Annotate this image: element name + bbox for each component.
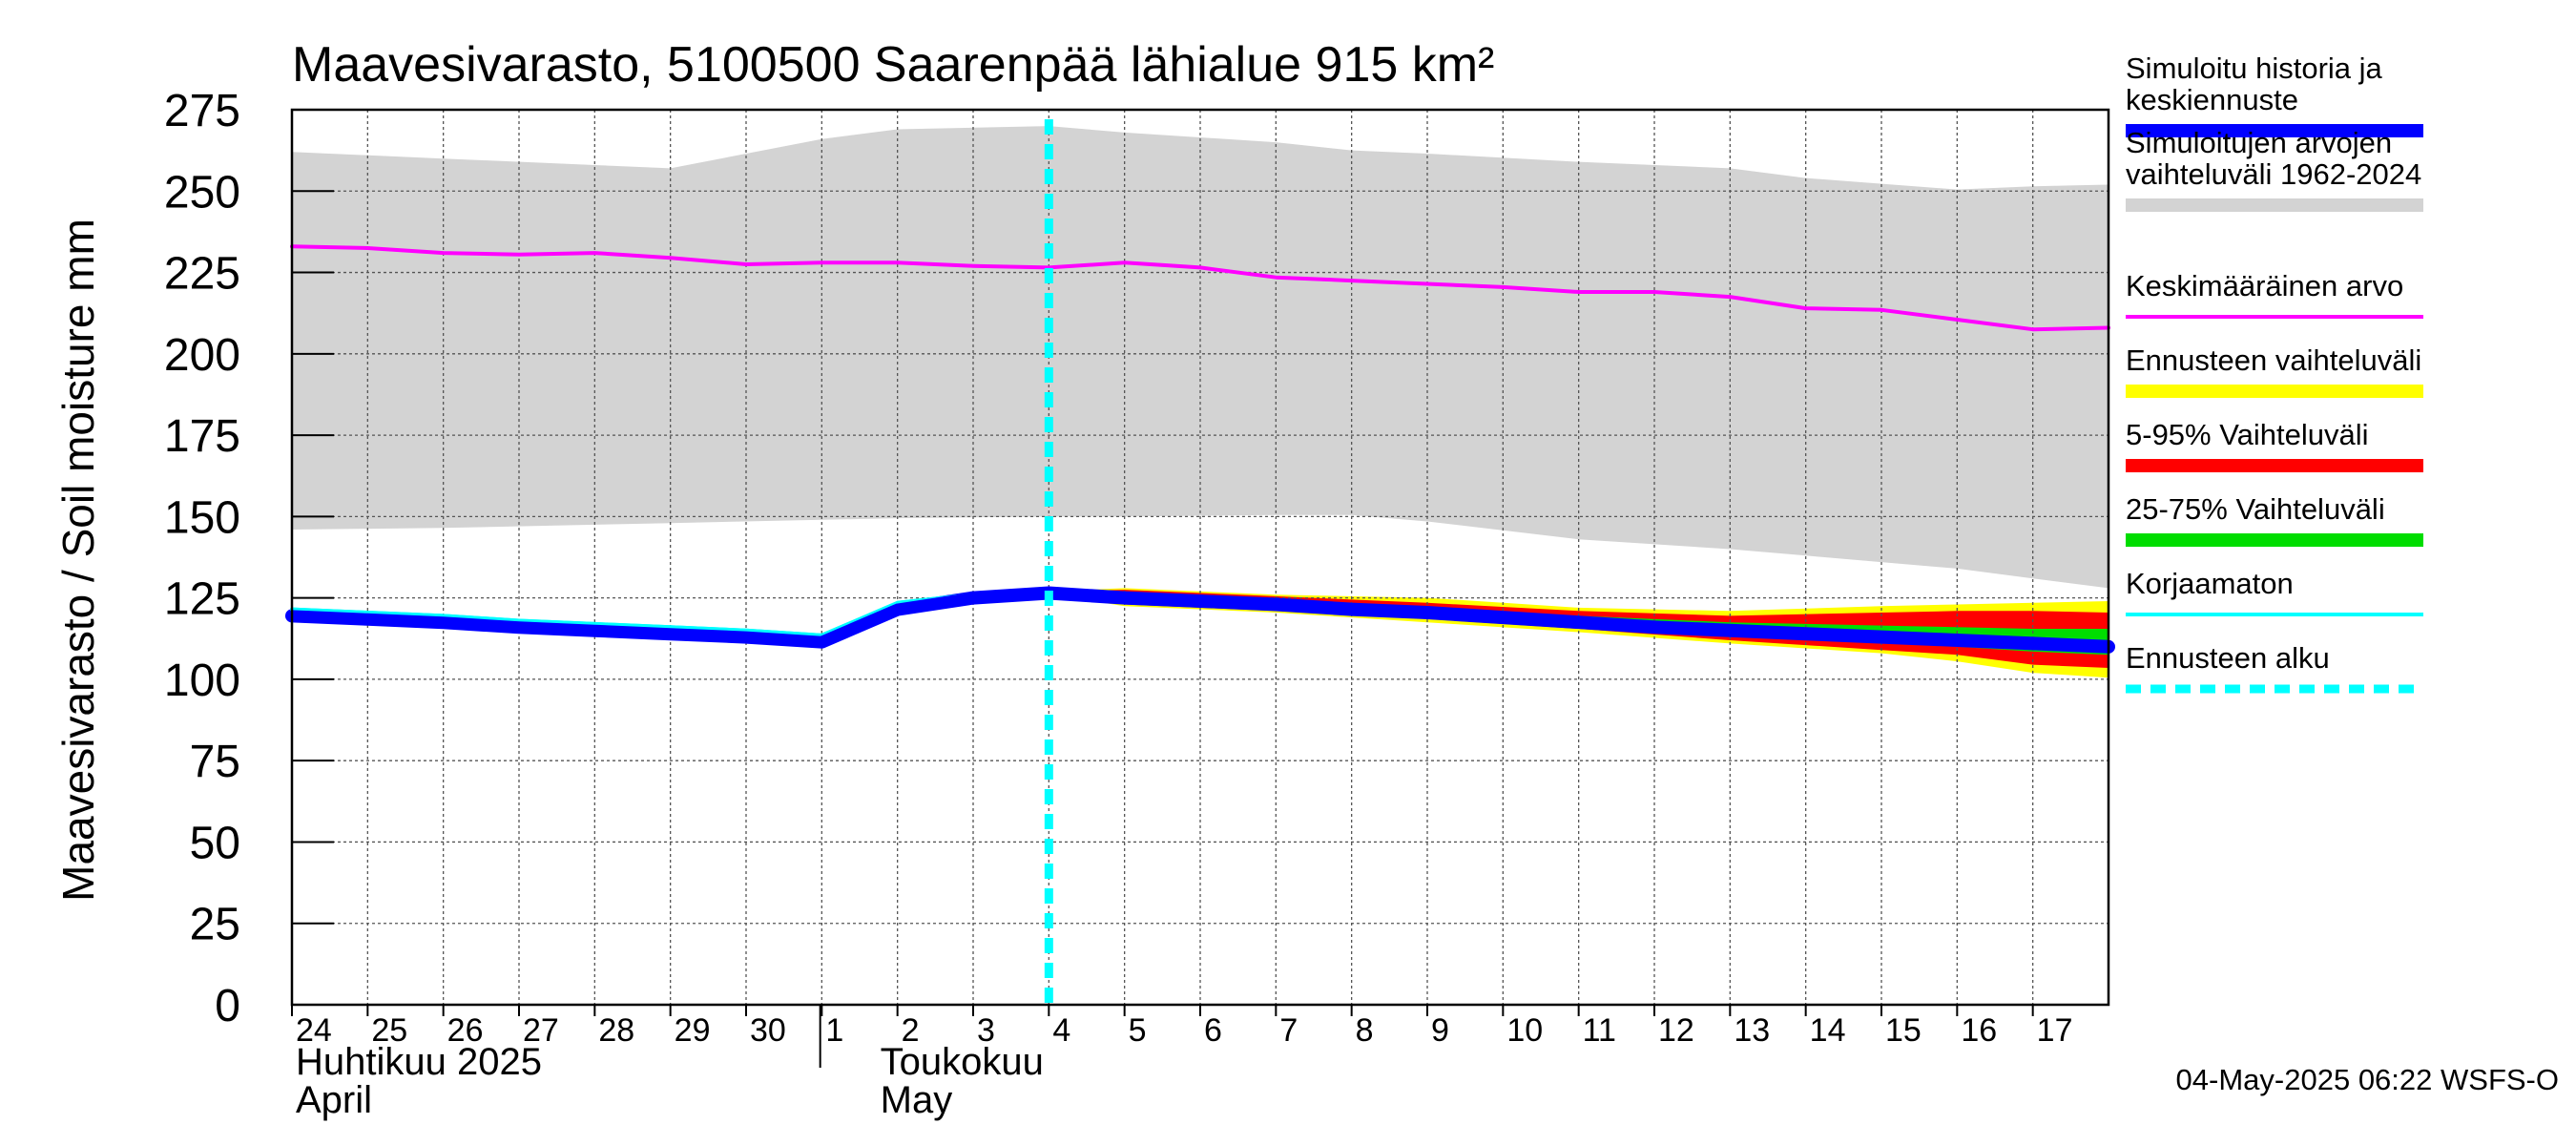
x-tick-label: 6 [1204, 1012, 1222, 1049]
series-line-ff00ff [290, 244, 2110, 332]
series-lines [285, 119, 2115, 1005]
x-tick-label: 25 [371, 1012, 407, 1049]
y-tick-labels: 0 25 50 75 100 125 150 175 200 225 250 275 [164, 86, 240, 1031]
median-line-top [291, 587, 2109, 653]
month-label: Toukokuu [881, 1041, 1044, 1083]
x-tick-label: 28 [598, 1012, 634, 1049]
x-tick-label: 16 [1961, 1012, 1997, 1049]
y-tick-label: 225 [164, 249, 240, 300]
x-tick-label: 30 [750, 1012, 786, 1049]
x-tick-label: 13 [1734, 1012, 1770, 1049]
chart-title: Maavesivarasto, 5100500 Saarenpää lähial… [292, 37, 1494, 93]
x-tick-label: 27 [523, 1012, 559, 1049]
legend-label: Ennusteen alku [2126, 641, 2330, 675]
x-tick-label: 14 [1810, 1012, 1846, 1049]
y-tick-label: 125 [164, 574, 240, 625]
x-tick-label: 11 [1583, 1012, 1616, 1049]
legend-label: Simuloitujen arvojen [2126, 126, 2392, 159]
x-tick-label: 5 [1129, 1012, 1147, 1049]
legend-label: Keskimääräinen arvo [2126, 269, 2403, 302]
footer-timestamp: 04-May-2025 06:22 WSFS-O [2176, 1063, 2559, 1096]
y-tick-label: 100 [164, 656, 240, 706]
y-axis-label: Maavesivarasto / Soil moisture mm [53, 219, 103, 902]
legend-label: keskiennuste [2126, 83, 2298, 116]
y-tick-label: 150 [164, 492, 240, 543]
y-tick-label: 250 [164, 167, 240, 218]
plot-frame [290, 108, 2110, 1068]
x-tick-label: 26 [447, 1012, 484, 1049]
y-tick-label: 175 [164, 411, 240, 462]
x-tick-label: 17 [2037, 1012, 2073, 1049]
x-tick-label: 15 [1885, 1012, 1922, 1049]
y-tick-label: 25 [190, 900, 240, 950]
x-tick-label: 10 [1506, 1012, 1543, 1049]
legend-label: vaihteluväli 1962-2024 [2126, 157, 2421, 191]
legend-label: 25-75% Vaihteluväli [2126, 492, 2385, 526]
y-tick-label: 200 [164, 330, 240, 381]
grid-lines [292, 110, 2109, 1005]
y-tick-label: 75 [190, 737, 240, 787]
plot-area [285, 108, 2115, 1068]
x-tick-label: 3 [977, 1012, 995, 1049]
x-tick-labels: 24 25 26 27 28 29 30 1 2 3 4 5 6 7 8 9 10 11 12 13 14 15 16 17 [296, 1012, 2072, 1049]
month-label-en: April [296, 1079, 372, 1121]
x-tick-label: 12 [1658, 1012, 1694, 1049]
month-label: Huhtikuu 2025 [296, 1041, 542, 1083]
legend-label: Simuloitu historia ja [2126, 52, 2383, 85]
y-tick-label: 275 [164, 86, 240, 136]
x-tick-label: 9 [1431, 1012, 1449, 1049]
x-tick-label: 24 [296, 1012, 332, 1049]
x-tick-label: 2 [902, 1012, 920, 1049]
y-tick-label: 0 [215, 981, 240, 1031]
x-tick-label: 29 [675, 1012, 711, 1049]
x-tick-label: 8 [1356, 1012, 1374, 1049]
x-tick-label: 7 [1279, 1012, 1298, 1049]
month-label-en: May [881, 1079, 953, 1121]
x-tick-label: 4 [1052, 1012, 1070, 1049]
legend-label: Ennusteen vaihteluväli [2126, 344, 2421, 377]
legend-label: Korjaamaton [2126, 567, 2294, 600]
x-tick-label: 1 [825, 1012, 843, 1049]
legend-label: 5-95% Vaihteluväli [2126, 418, 2368, 451]
y-tick-label: 50 [190, 818, 240, 868]
